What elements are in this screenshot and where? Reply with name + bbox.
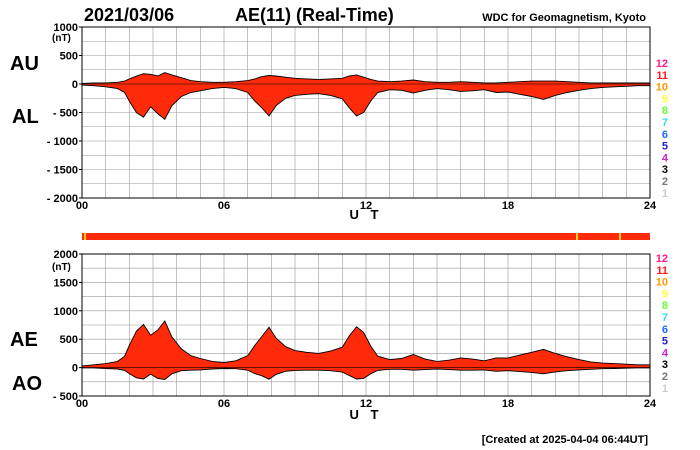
date-label: 2021/03/06 (84, 5, 174, 25)
legend-entry-7: 7 (662, 117, 668, 129)
source-label: WDC for Geomagnetism, Kyoto (482, 12, 646, 24)
legend-entry-7: 7 (662, 312, 668, 324)
station-coverage-bar (82, 233, 650, 240)
legend-entry-6: 6 (662, 324, 668, 336)
au-label: AU (10, 53, 39, 75)
legend-entry-10: 10 (656, 277, 668, 289)
panel2-y-tick-label: 1000 (54, 306, 78, 318)
panel1-x-tick-label: 18 (502, 200, 514, 212)
panel2-unit-label: (nT) (52, 262, 71, 273)
ao-series-line (82, 367, 650, 380)
legend-entry-8: 8 (662, 105, 668, 117)
panel1-unit-label: (nT) (52, 33, 71, 44)
panel1-y-tick-label: 0 (72, 79, 78, 91)
ao-label: AO (12, 373, 42, 395)
panel1-y-tick-label: 1000 (54, 22, 78, 34)
panel1-y-tick-label: 500 (60, 51, 78, 63)
panel2-x-tick-label: 12 (360, 398, 372, 410)
station-bar-mark (84, 233, 86, 240)
legend-entry-3: 3 (662, 359, 668, 371)
legend-entry-1: 1 (662, 383, 668, 395)
panel1-y-tick-label: - 1500 (47, 165, 78, 177)
legend-entry-9: 9 (662, 93, 668, 105)
ae-series-line (81, 320, 650, 367)
legend-entry-2: 2 (662, 176, 668, 188)
legend-entry-11: 11 (656, 70, 668, 82)
created-timestamp: [Created at 2025-04-04 06:44UT] (482, 434, 649, 446)
station-bar-mark (619, 233, 621, 240)
legend-entry-10: 10 (656, 82, 668, 94)
al-label: AL (12, 106, 39, 128)
panel2-x-axis-label: U T (350, 407, 383, 422)
legend-entry-11: 11 (656, 265, 668, 277)
ae-label: AE (10, 329, 38, 351)
al-series-line (81, 84, 650, 120)
panel1-y-tick-label: - 500 (53, 108, 78, 120)
legend-entry-4: 4 (662, 152, 669, 164)
panel1-x-tick-label: 06 (218, 200, 230, 212)
panel1-x-axis-label: U T (350, 207, 383, 222)
legend-entry-1: 1 (662, 188, 668, 200)
panel2-x-tick-label: 06 (218, 398, 230, 410)
legend-entry-4: 4 (662, 347, 669, 359)
panel1-y-tick-label: - 1000 (47, 136, 78, 148)
panel2-y-tick-label: 2000 (54, 249, 78, 261)
legend-entry-6: 6 (662, 129, 668, 141)
panel2-y-tick-label: 0 (72, 363, 78, 375)
legend-entry-5: 5 (662, 141, 668, 153)
panel2-y-tick-label: 500 (60, 334, 78, 346)
station-bar-fill (82, 233, 650, 240)
legend-entry-9: 9 (662, 288, 668, 300)
legend-entry-5: 5 (662, 336, 668, 348)
panel1-x-tick-label: 00 (76, 200, 88, 212)
legend-entry-12: 12 (656, 58, 668, 70)
legend-entry-8: 8 (662, 300, 668, 312)
chart-title: AE(11) (Real-Time) (235, 5, 394, 25)
panel1-y-tick-label: - 2000 (47, 193, 78, 205)
panel2-envelope-area (82, 321, 650, 380)
legend-entry-12: 12 (656, 253, 668, 265)
panel1-x-tick-label: 12 (360, 200, 372, 212)
station-bar-mark (576, 233, 578, 240)
legend-entry-2: 2 (662, 371, 668, 383)
panel2-x-tick-label: 24 (644, 398, 657, 410)
panel2-plot-frame (81, 253, 651, 397)
panel1-x-tick-label: 24 (644, 200, 657, 212)
au-series-line (81, 72, 650, 84)
panel2-x-tick-label: 00 (76, 398, 88, 410)
legend-entry-3: 3 (662, 164, 668, 176)
panel2-y-tick-label: - 500 (53, 391, 78, 403)
panel2-x-tick-label: 18 (502, 398, 514, 410)
panel2-y-tick-label: 1500 (54, 277, 78, 289)
